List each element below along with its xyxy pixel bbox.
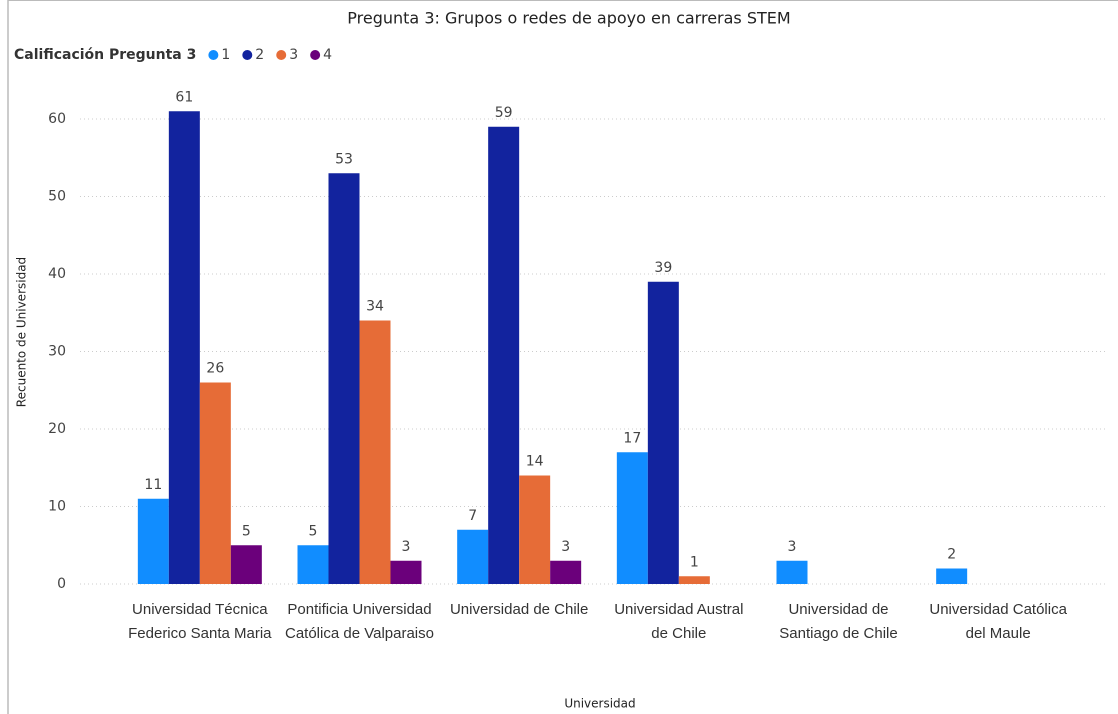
data-label: 53 [335, 151, 353, 167]
x-tick-label: Universidad Austral de Chile [614, 601, 744, 642]
y-tick-label: 30 [48, 344, 66, 360]
y-tick-label: 0 [57, 576, 66, 592]
bar [616, 452, 648, 584]
y-tick-label: 50 [48, 189, 66, 205]
bar [488, 126, 520, 584]
data-label: 17 [623, 430, 641, 446]
bar [457, 529, 489, 584]
bar [390, 560, 422, 584]
x-tick-label: Universidad Técnica Federico Santa Maria [128, 601, 272, 642]
data-label: 5 [242, 523, 251, 539]
y-tick-label: 40 [48, 266, 66, 282]
legend-label: 1 [221, 47, 230, 63]
data-label: 3 [561, 539, 570, 555]
data-label: 61 [175, 89, 193, 105]
data-label: 5 [309, 523, 318, 539]
bar [230, 545, 262, 584]
legend-title: Calificación Pregunta 3 [14, 47, 196, 63]
legend-marker [208, 50, 219, 60]
data-label: 26 [206, 361, 224, 377]
x-tick-label: Universidad Católica del Maule [929, 601, 1067, 642]
bar [550, 560, 582, 584]
bar [137, 498, 169, 584]
data-label: 14 [526, 454, 544, 470]
bar [359, 320, 391, 584]
data-label: 3 [788, 539, 797, 555]
data-label: 39 [654, 260, 672, 276]
data-label: 3 [402, 539, 411, 555]
data-label: 1 [690, 554, 699, 570]
data-label: 34 [366, 299, 384, 315]
y-tick-label: 20 [48, 421, 66, 437]
legend-label: 2 [255, 47, 264, 63]
x-tick-label: Pontificia Universidad Católica de Valpa… [285, 601, 434, 642]
legend-label: 4 [323, 47, 332, 63]
bar [936, 568, 968, 584]
data-label: 7 [468, 508, 477, 524]
data-label: 11 [144, 477, 162, 493]
data-label: 2 [947, 547, 956, 563]
legend-marker [276, 50, 287, 60]
y-axis-label: Recuento de Universidad [15, 257, 29, 407]
y-tick-label: 10 [48, 499, 66, 515]
legend-marker [242, 50, 253, 60]
bar [199, 382, 231, 584]
x-tick-label: Universidad de Chile [449, 601, 589, 618]
bar [678, 576, 710, 584]
bar [647, 281, 679, 584]
x-tick-label: Universidad de Santiago de Chile [779, 601, 898, 642]
legend-label: 3 [289, 47, 298, 63]
x-axis-label: Universidad [564, 697, 635, 711]
bar [328, 173, 360, 584]
data-label: 59 [495, 105, 513, 121]
bar [776, 560, 808, 584]
bar [519, 475, 551, 584]
y-tick-label: 60 [48, 111, 66, 127]
bar [168, 111, 200, 584]
legend-marker [310, 50, 321, 60]
chart-title: Pregunta 3: Grupos o redes de apoyo en c… [347, 9, 790, 28]
bar [297, 545, 329, 584]
